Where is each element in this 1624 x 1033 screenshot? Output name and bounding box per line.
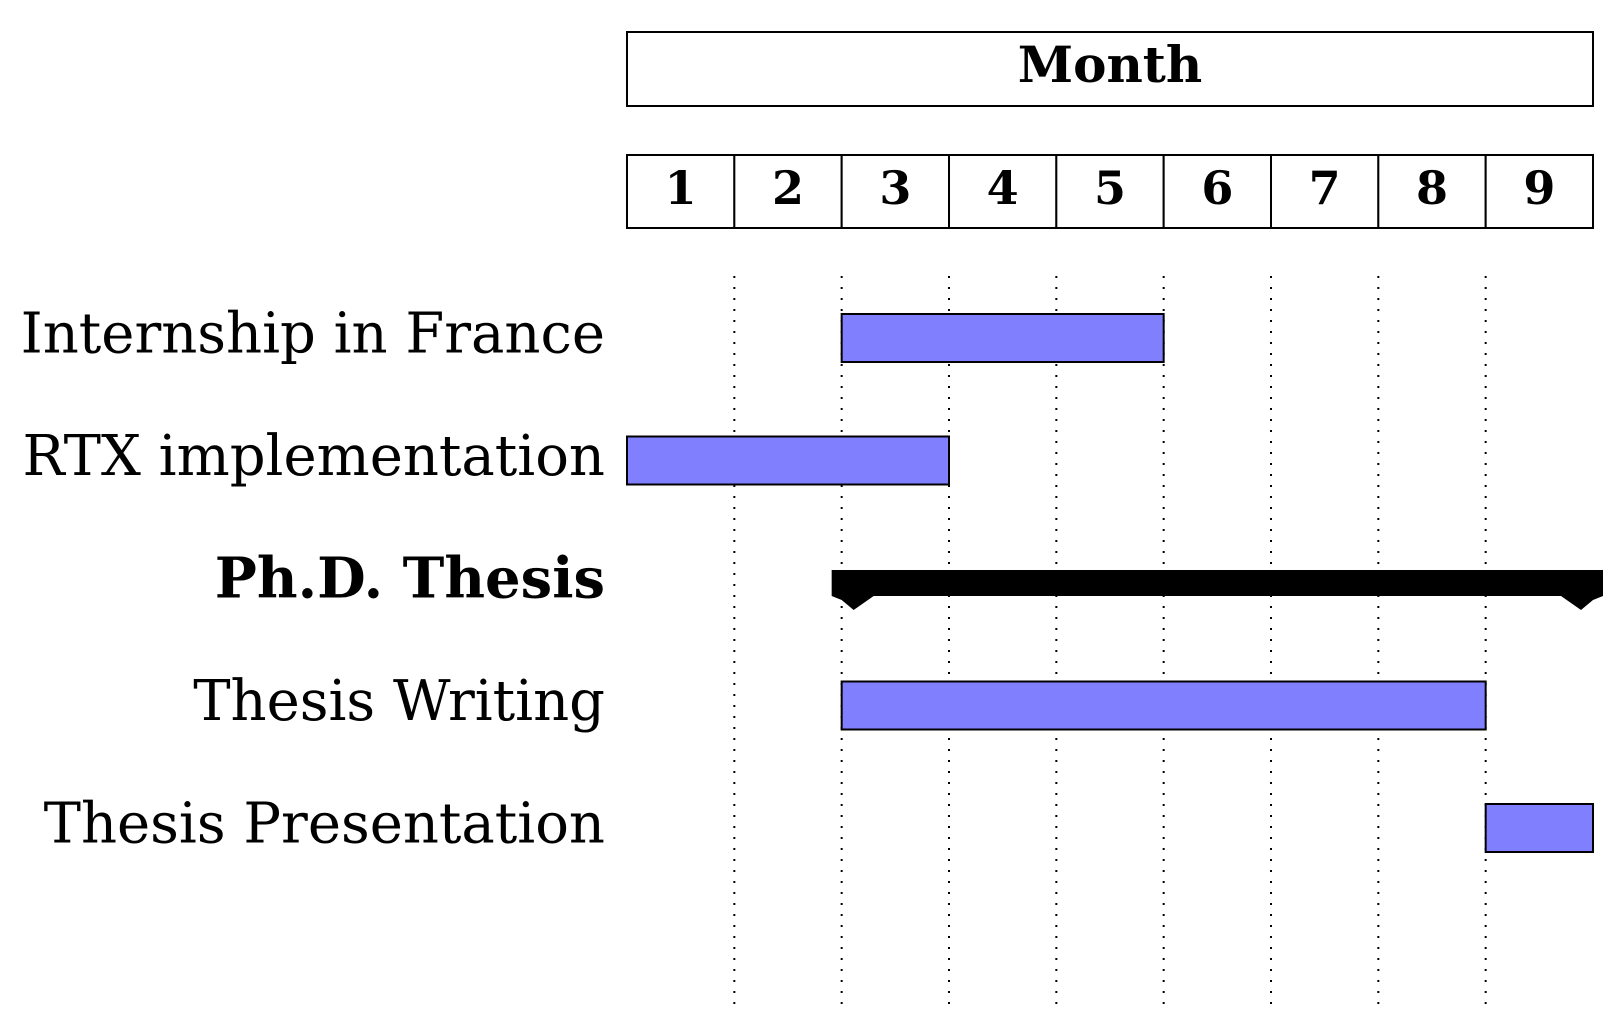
task-label-5: Thesis Presentation	[44, 792, 605, 857]
chart-title: Month	[1018, 35, 1203, 94]
month-label-1: 1	[665, 161, 697, 215]
month-label-5: 5	[1094, 161, 1126, 215]
task-label-3: Ph.D. Thesis	[215, 546, 605, 612]
title-header: Month	[626, 31, 1594, 107]
month-label-4: 4	[987, 161, 1019, 215]
month-cell-7	[1270, 154, 1380, 229]
month-cell-9	[1484, 154, 1594, 229]
task-label-2: RTX implementation	[22, 424, 605, 489]
month-label-9: 9	[1523, 161, 1555, 215]
grid-lines	[733, 276, 1487, 1005]
month-cell-1	[626, 154, 736, 229]
month-label-2: 2	[772, 161, 804, 215]
task-label-4: Thesis Writing	[193, 669, 605, 734]
task-rows: Internship in France RTX implementation Ph…	[21, 302, 1603, 857]
task-bar-2	[626, 435, 950, 486]
month-label-8: 8	[1416, 161, 1448, 215]
month-label-7: 7	[1309, 161, 1341, 215]
task-bar-4	[840, 680, 1487, 731]
task-label-1: Internship in France	[21, 302, 605, 367]
group-bar-3	[831, 570, 1603, 610]
month-label-3: 3	[879, 161, 911, 215]
month-label-6: 6	[1201, 161, 1233, 215]
task-bar-5	[1484, 803, 1594, 853]
task-bar-1	[840, 313, 1165, 363]
month-cell-8	[1377, 154, 1487, 229]
month-cell-4	[948, 154, 1058, 229]
title-box	[626, 31, 1594, 107]
month-header: 1 2 3 4 5 6 7 8 9	[626, 154, 1594, 229]
